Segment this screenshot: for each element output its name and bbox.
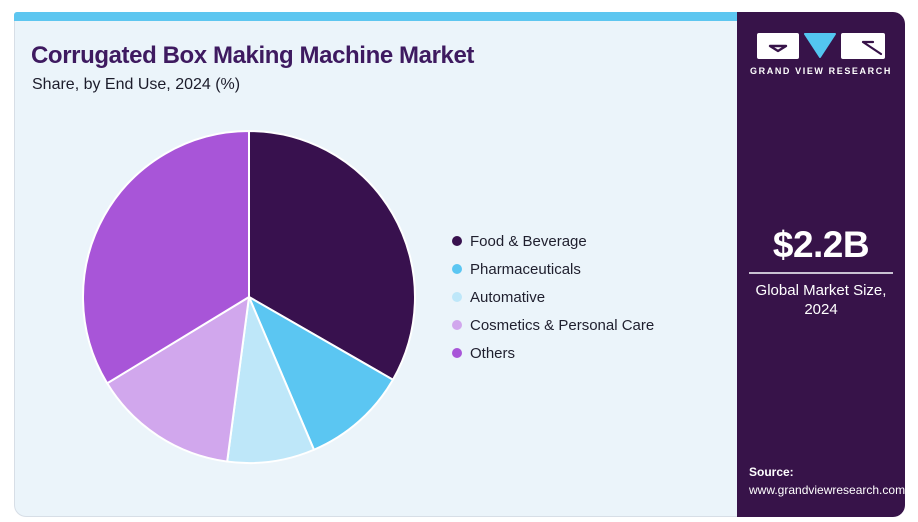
logo-text: GRAND VIEW RESEARCH [750,66,892,76]
legend-label: Automative [470,288,546,306]
legend-marker-pharmaceuticals [452,264,462,274]
legend-item: Others [452,339,654,367]
market-size-value: $2.2B [772,224,870,265]
pie-chart-svg [82,130,416,464]
legend-marker-others [452,348,462,358]
source-block: Source: www.grandviewresearch.com [749,463,905,499]
pie-slice-food-beverage [248,130,416,381]
page-title: Corrugated Box Making Machine Market [31,42,475,69]
legend-item: Cosmetics & Personal Care [452,311,654,339]
legend: Food & Beverage Pharmaceuticals Automati… [452,227,654,367]
top-accent-bar [14,12,738,21]
legend-label: Food & Beverage [470,232,587,250]
pie-slice-others [82,130,250,385]
market-size-label: Global Market Size, 2024 [737,282,905,320]
source-url: www.grandviewresearch.com [749,483,906,497]
market-size-label-line1: Global Market Size, [755,282,887,299]
pie-slice-pharmaceuticals [248,296,394,451]
market-size-divider [749,272,893,274]
page-subtitle: Share, by End Use, 2024 (%) [32,76,241,93]
legend-label: Others [470,344,516,362]
pie-slice-automative [226,296,315,464]
legend-label: Pharmaceuticals [470,260,581,278]
legend-marker-cosmetics [452,320,462,330]
legend-label: Cosmetics & Personal Care [470,316,655,334]
sidebar: GRAND VIEW RESEARCH $2.2B Global Market … [737,12,905,517]
market-size-block: $2.2B Global Market Size, 2024 [737,226,905,320]
pie-slice-cosmetics-personal-care [106,296,250,463]
logo-letter-g-icon [757,33,799,59]
legend-item: Food & Beverage [452,227,654,255]
logo-letter-r-icon [841,33,885,59]
source-label: Source: [749,465,794,479]
legend-marker-automative [452,292,462,302]
legend-item: Pharmaceuticals [452,255,654,283]
gvr-logo-shapes [757,33,885,59]
market-size-label-line2: 2024 [804,300,838,318]
legend-marker-food-beverage [452,236,462,246]
chart-card: Corrugated Box Making Machine Market Sha… [14,12,738,517]
gvr-logo: GRAND VIEW RESEARCH [737,33,905,76]
legend-item: Automative [452,283,654,311]
pie-chart [77,125,421,469]
logo-letter-v-icon [804,33,836,58]
